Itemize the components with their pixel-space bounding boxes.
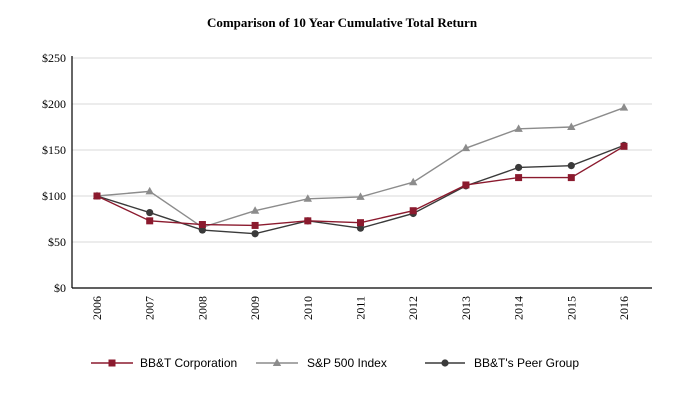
series-line [96,145,625,227]
x-tick-label: 2011 [354,296,368,320]
axis-layer: $0 $50 $100 $150 $200 $250 2006 2007 2008 2009 201… [42,51,652,320]
data-point [462,181,470,189]
legend-marker [272,358,282,366]
data-point [357,219,364,227]
y-tick-label: $200 [42,97,66,111]
y-tick-label: $250 [42,51,66,65]
data-point [198,226,206,234]
data-point [409,207,417,215]
data-point [93,192,101,200]
x-tick-label: 2007 [143,296,157,320]
grid-layer [72,57,652,243]
x-tick-label: 2010 [301,296,315,320]
x-tick-label: 2006 [90,296,104,320]
y-tick-label: $50 [48,235,66,249]
x-tick-label: 2015 [564,296,578,320]
data-point [567,174,575,182]
data-point [461,143,471,152]
data-point [567,162,575,170]
data-point [251,230,259,238]
data-point [198,221,206,229]
data-point [251,221,259,229]
x-tick-label: 2008 [195,296,209,320]
legend-label: S&P 500 Index [307,356,387,370]
x-tick-label: 2012 [406,296,420,320]
data-point [514,124,523,132]
data-point [146,208,154,217]
data-point [409,177,418,186]
data-point [250,206,260,214]
y-tick-label: $150 [42,143,66,157]
legend-label: BB&T's Peer Group [474,356,579,370]
x-tick-label: 2013 [459,296,473,320]
series-layer [92,103,629,238]
data-point [356,224,365,232]
x-tick-label: 2016 [617,296,631,320]
x-tick-label: 2014 [512,296,526,320]
x-tick-label: 2009 [248,296,262,320]
data-point [567,122,576,130]
data-point [145,186,154,195]
data-point [515,163,523,172]
data-point [146,217,154,225]
legend-label: BB&T Corporation [140,356,237,370]
y-tick-label: $100 [42,189,66,203]
data-point [356,192,365,200]
data-point [515,174,523,182]
data-point [619,103,629,111]
series-line [96,107,625,229]
data-point [620,142,628,150]
legend: BB&T Corporation S&P 500 Index BB&T's Peer… [91,356,579,370]
data-point [304,217,312,225]
chart-title: Comparison of 10 Year Cumulative Total R… [207,15,478,30]
legend-marker [108,359,116,367]
data-point [303,194,312,202]
y-tick-label: $0 [54,281,66,295]
legend-marker [441,359,449,367]
